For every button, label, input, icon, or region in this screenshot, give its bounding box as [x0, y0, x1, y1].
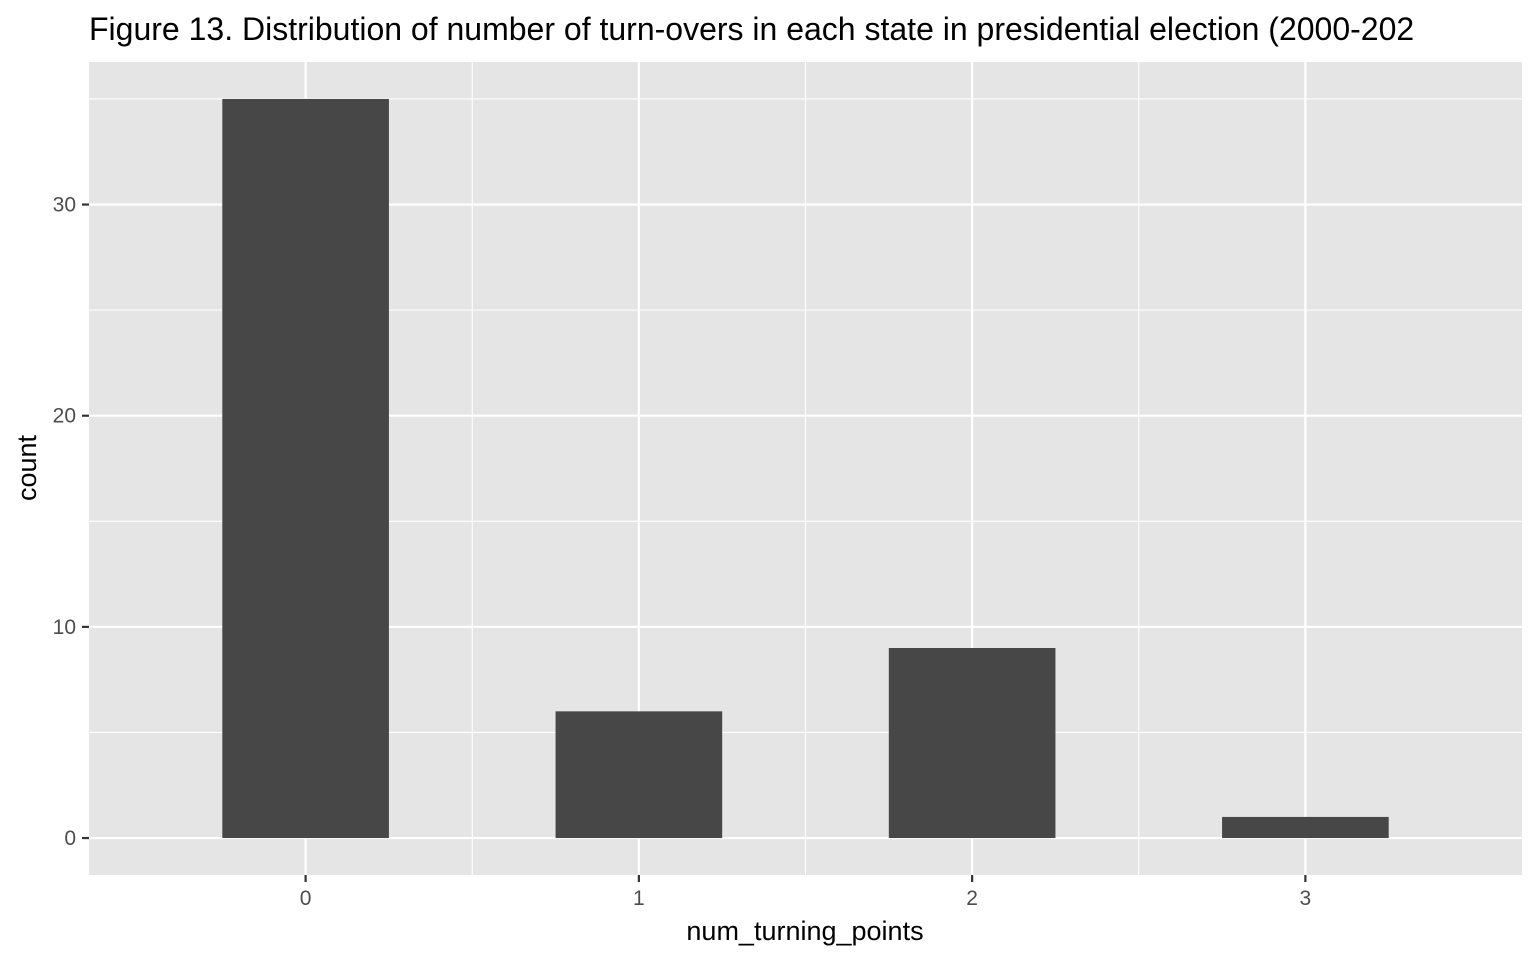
x-tick-label: 3 [1300, 887, 1312, 910]
y-tick-label: 10 [53, 616, 76, 639]
bar [1222, 816, 1389, 839]
x-tick-label: 1 [633, 887, 645, 910]
y-axis-title: count [12, 434, 42, 501]
y-tick-label: 20 [53, 405, 76, 428]
bars [222, 98, 1389, 839]
bar [888, 647, 1056, 839]
bar [222, 98, 389, 839]
x-tick-label: 0 [300, 887, 312, 910]
bar [555, 711, 723, 839]
x-tick-label: 2 [966, 887, 978, 910]
y-axis: 0 10 20 30 [53, 194, 89, 850]
x-axis: 0 1 2 3 [300, 875, 1311, 910]
chart-title: Figure 13. Distribution of number of tur… [89, 11, 1414, 47]
y-tick-label: 0 [64, 827, 76, 850]
x-axis-title: num_turning_points [686, 916, 923, 946]
y-tick-label: 30 [53, 194, 76, 217]
